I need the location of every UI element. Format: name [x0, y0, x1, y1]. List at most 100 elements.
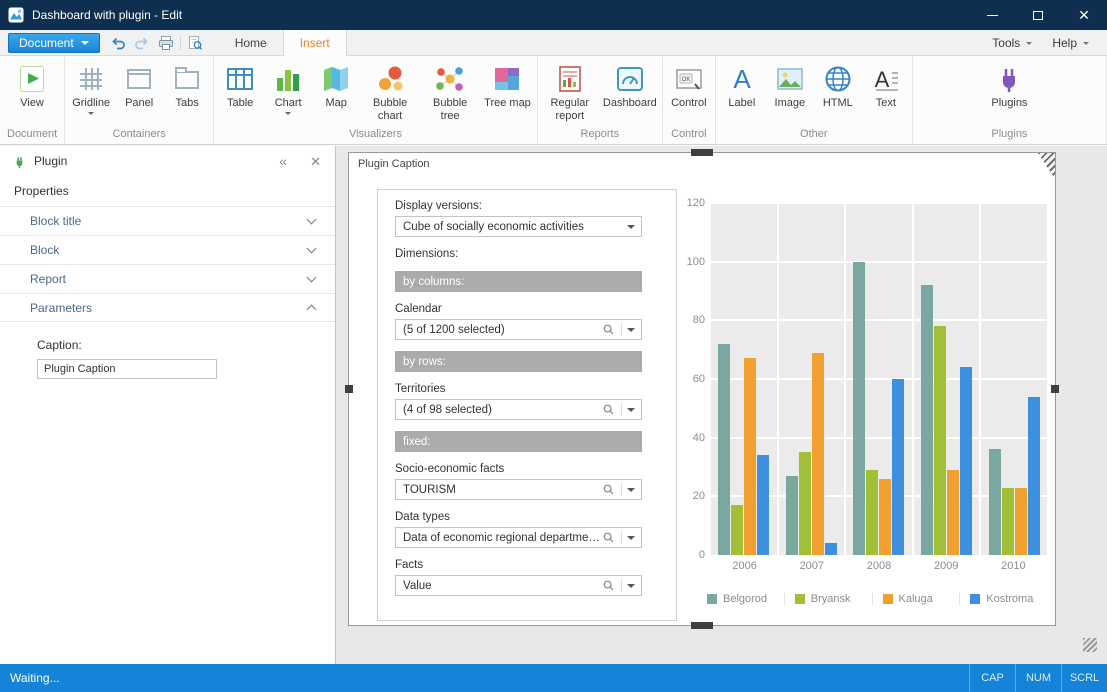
section-block-title[interactable]: Block title — [0, 206, 335, 235]
ribbon-buttons: Regular report Dashboard — [541, 58, 659, 125]
html-icon — [822, 63, 854, 95]
print-preview-button[interactable] — [183, 32, 207, 54]
select-separator — [621, 483, 622, 496]
title-bar: Dashboard with plugin - Edit ✕ — [0, 0, 1107, 30]
bar-kostroma-2007 — [824, 543, 837, 555]
tabs-icon — [171, 63, 203, 95]
ribbon-group-plugins: Plugins Plugins — [913, 56, 1107, 144]
image-icon — [774, 63, 806, 95]
x-tick-label: 2008 — [866, 560, 892, 572]
svg-text:A: A — [733, 64, 751, 94]
section-report[interactable]: Report — [0, 264, 335, 293]
tools-menu[interactable]: Tools — [982, 36, 1042, 50]
socio-economic-facts-select[interactable]: TOURISM — [395, 479, 642, 500]
help-menu[interactable]: Help — [1042, 36, 1099, 50]
bar-group-2007 — [779, 203, 847, 555]
plugin-widget[interactable]: Plugin Caption Display versions: Cube of … — [345, 149, 1059, 629]
ribbon-button-image[interactable]: Image — [767, 60, 813, 110]
maximize-button[interactable] — [1015, 0, 1061, 30]
gridline — [711, 260, 1047, 263]
x-tick-label: 2006 — [732, 560, 757, 572]
chevron-down-icon — [627, 487, 635, 496]
legend-label: Kaluga — [898, 593, 933, 605]
corner-resize-grip[interactable] — [1038, 153, 1055, 179]
collapse-panel-button[interactable]: « — [279, 153, 288, 169]
redo-button[interactable] — [130, 32, 154, 54]
ribbon-group-control: OK Control Control — [663, 56, 716, 144]
tab-home[interactable]: Home — [234, 36, 267, 50]
ribbon-button-map[interactable]: Map — [313, 60, 359, 110]
close-button[interactable]: ✕ — [1061, 0, 1107, 30]
calendar-select[interactable]: (5 of 1200 selected) — [395, 319, 642, 340]
resize-handle-left[interactable] — [345, 385, 353, 393]
fixed-dropzone[interactable]: fixed: — [395, 431, 642, 452]
ribbon-button-bubble-chart[interactable]: Bubble chart — [361, 60, 419, 122]
dashboard-canvas[interactable]: Plugin Caption Display versions: Cube of … — [336, 146, 1107, 664]
y-tick-label: 0 — [698, 549, 705, 561]
section-label: Block — [30, 243, 60, 257]
ribbon-button-label: Label — [728, 97, 756, 109]
ribbon-button-label: Chart — [274, 97, 302, 109]
ribbon-group-caption: Document — [7, 128, 58, 140]
section-parameters[interactable]: Parameters — [0, 293, 335, 322]
ribbon-button-text[interactable]: A Text — [863, 60, 909, 110]
ribbon-button-label: Tree map — [484, 97, 531, 109]
resize-handle-top[interactable] — [691, 149, 713, 156]
bar-bryansk-2007 — [798, 452, 811, 555]
minimize-button[interactable] — [969, 0, 1015, 30]
chevron-down-icon — [1083, 41, 1089, 48]
ribbon-button-label: Gridline — [72, 97, 111, 109]
display-versions-select[interactable]: Cube of socially economic activities — [395, 216, 642, 237]
section-block[interactable]: Block — [0, 235, 335, 264]
ribbon-button-gridline[interactable]: Gridline — [68, 60, 114, 118]
ribbon-buttons: A Label Image HTML A Text — [719, 58, 909, 125]
bar-group-2010 — [981, 203, 1047, 555]
legend-swatch — [882, 594, 893, 604]
bar-chart: 0 20 40 60 80 100 120 2006 2007 2008 2009 2010 Bel… — [683, 197, 1047, 611]
ribbon-button-label[interactable]: A Label — [719, 60, 765, 110]
close-panel-button[interactable]: ✕ — [310, 153, 321, 169]
print-button[interactable] — [154, 32, 178, 54]
by-columns-dropzone[interactable]: by columns: — [395, 271, 642, 292]
properties-header: Properties — [14, 184, 69, 198]
canvas-resize-grip[interactable] — [1083, 638, 1097, 652]
ribbon-button-dashboard[interactable]: Dashboard — [601, 60, 659, 110]
ribbon-button-control[interactable]: OK Control — [666, 60, 712, 110]
tab-insert[interactable]: Insert — [282, 30, 347, 56]
ribbon-button-view[interactable]: View — [9, 60, 55, 110]
data-types-select[interactable]: Data of economic regional departments — [395, 527, 642, 548]
ribbon-button-regular-report[interactable]: Regular report — [541, 60, 599, 122]
ribbon-button-label: Control — [671, 97, 707, 109]
legend-label: Kostroma — [986, 593, 1034, 605]
ribbon-button-panel[interactable]: Panel — [116, 60, 162, 110]
ribbon-button-tabs[interactable]: Tabs — [164, 60, 210, 110]
ribbon-button-table[interactable]: Table — [217, 60, 263, 110]
ribbon-button-bubble-tree[interactable]: Bubble tree — [421, 60, 479, 122]
form-label-data-types: Data types — [395, 511, 450, 523]
bar-belgorod-2009 — [921, 285, 934, 555]
facts-select[interactable]: Value — [395, 575, 642, 596]
ribbon-button-tree-map[interactable]: Tree map — [481, 60, 534, 110]
resize-handle-right[interactable] — [1051, 385, 1059, 393]
ribbon-button-plugins[interactable]: Plugins — [986, 60, 1032, 110]
select-value: Data of economic regional departments — [403, 531, 602, 544]
caption-input[interactable] — [37, 359, 217, 379]
ribbon-button-chart[interactable]: Chart — [265, 60, 311, 118]
tree-map-icon — [491, 63, 523, 95]
ribbon-group-reports: Regular report Dashboard Reports — [538, 56, 663, 144]
by-rows-dropzone[interactable]: by rows: — [395, 351, 642, 372]
chevron-down-icon — [306, 214, 317, 225]
ribbon-groups: View Document Gridline Panel Tabs Containers T… — [0, 56, 1107, 145]
select-value: Value — [403, 579, 432, 592]
ribbon-button-html[interactable]: HTML — [815, 60, 861, 110]
territories-select[interactable]: (4 of 98 selected) — [395, 399, 642, 420]
ribbon-buttons: Plugins — [916, 58, 1103, 125]
search-icon — [602, 531, 615, 544]
resize-handle-bottom[interactable] — [691, 622, 713, 629]
undo-button[interactable] — [106, 32, 130, 54]
document-menu-button[interactable]: Document — [8, 33, 100, 53]
chevron-down-icon — [306, 243, 317, 254]
panel-icon — [123, 63, 155, 95]
bar-belgorod-2006 — [718, 344, 731, 555]
